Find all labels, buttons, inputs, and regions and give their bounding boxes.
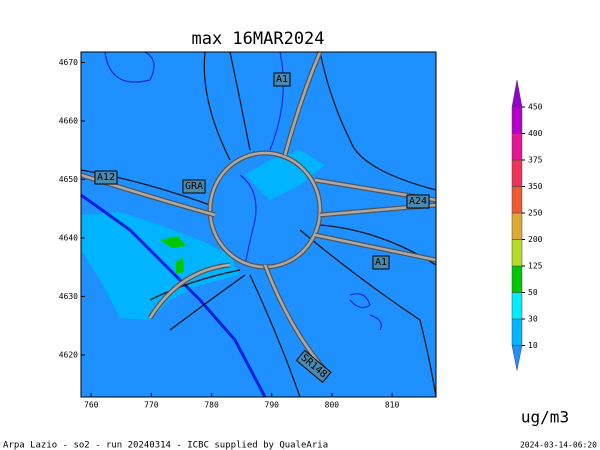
colorbar-label: 250 [528, 209, 543, 218]
colorbar-segment [511, 265, 523, 293]
colorbar-segment [511, 133, 523, 161]
colorbar-label: 350 [528, 182, 543, 191]
x-tick-label: 800 [325, 401, 340, 410]
road-label: GRA [185, 181, 203, 192]
y-tick-label: 4670 [59, 58, 78, 67]
colorbar-label: 400 [528, 129, 543, 138]
y-tick-label: 4650 [59, 175, 78, 184]
colorbar: 10 30 50 125 200 250 350 375 400 450 [511, 79, 543, 371]
colorbar-segment [511, 292, 523, 320]
footer-right: 2024-03-14-06:20 [520, 441, 597, 450]
road-label: A24 [409, 196, 427, 207]
colorbar-segment [511, 318, 523, 346]
x-tick-label: 780 [204, 401, 219, 410]
ticks: 760 770 780 790 800 810 4620 4630 4640 4650 4660 46… [59, 51, 437, 410]
road-label-box [372, 255, 390, 270]
unit: ug/m3 [521, 408, 569, 427]
road-label-box [273, 72, 291, 87]
light-area [245, 150, 325, 200]
colorbar-label: 200 [528, 235, 543, 244]
colorbar-segment [511, 212, 523, 240]
boundary [80, 51, 437, 398]
map-frame [80, 51, 437, 398]
colorbar-segment [511, 345, 523, 371]
colorbar-segment [511, 106, 523, 134]
road-label-box [94, 170, 118, 185]
road-label: A12 [97, 172, 115, 183]
green-area [160, 236, 186, 248]
road-label: A1 [276, 74, 288, 85]
title: max 16MAR2024 [191, 29, 324, 49]
colorbar-segment [511, 239, 523, 267]
y-tick-label: 4630 [59, 292, 78, 301]
green-area [176, 258, 184, 274]
river [104, 51, 382, 331]
colorbar-label: 10 [528, 341, 538, 350]
road-label: A1 [375, 257, 387, 268]
colorbar-segment [511, 79, 523, 108]
x-tick-label: 760 [84, 401, 99, 410]
footer-left: Arpa Lazio - so2 - run 20240314 - ICBC s… [3, 441, 328, 450]
coastline [80, 193, 267, 398]
x-tick-label: 770 [144, 401, 159, 410]
colorbar-segment [511, 159, 523, 187]
x-tick-label: 790 [265, 401, 280, 410]
colorbar-label: 30 [528, 315, 538, 324]
colorbar-label: 125 [528, 262, 543, 271]
light-area [81, 212, 240, 320]
y-tick-label: 4620 [59, 350, 78, 359]
x-tick-label: 810 [385, 401, 400, 410]
colorbar-segment [511, 186, 523, 214]
colorbar-label: 450 [528, 103, 543, 112]
y-tick-label: 4640 [59, 233, 78, 242]
road-label-box [295, 349, 332, 384]
y-tick-label: 4660 [59, 117, 78, 126]
road-label-box [406, 194, 430, 209]
road-label-box [182, 179, 206, 194]
colorbar-label: 375 [528, 156, 543, 165]
roads [80, 51, 437, 372]
colorbar-label: 50 [528, 288, 538, 297]
